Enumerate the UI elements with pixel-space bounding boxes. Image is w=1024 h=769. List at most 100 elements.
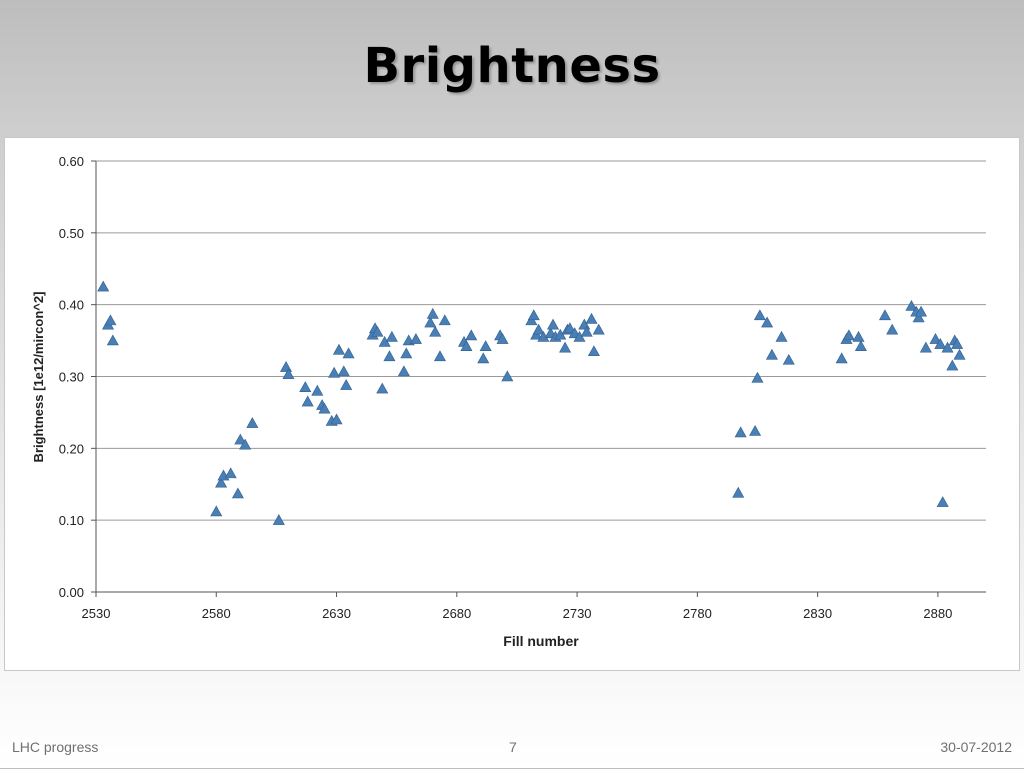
data-point xyxy=(385,330,398,342)
data-point xyxy=(580,325,593,337)
data-point xyxy=(936,496,949,507)
data-point xyxy=(532,323,545,335)
data-point xyxy=(852,330,865,342)
y-axis-label: Brightness [1e12/mircon^2] xyxy=(31,292,46,463)
data-point xyxy=(371,325,384,337)
data-point xyxy=(587,345,600,357)
data-point xyxy=(433,350,446,362)
data-point xyxy=(224,467,237,479)
data-point xyxy=(272,514,285,525)
x-tick-label: 2730 xyxy=(563,606,592,621)
data-point xyxy=(946,359,959,371)
footer-page-number: 7 xyxy=(509,739,517,755)
footer-presentation-title: LHC progress xyxy=(12,739,99,755)
footer-date: 30-07-2012 xyxy=(940,739,1012,755)
tick-labels: 0.00 0.10 0.20 0.30 0.40 0.50 0.60 2530 2580 2630… xyxy=(59,154,953,621)
data-point xyxy=(585,312,598,324)
slide-title: Brightness xyxy=(363,38,661,94)
data-point xyxy=(878,309,891,321)
data-point xyxy=(547,318,560,330)
data-point xyxy=(328,366,341,378)
data-point xyxy=(734,426,747,438)
data-point xyxy=(912,311,925,323)
y-tick-label: 0.50 xyxy=(59,226,84,241)
data-point xyxy=(842,329,855,341)
data-point xyxy=(246,417,259,428)
data-point xyxy=(397,365,410,377)
data-point xyxy=(438,314,451,326)
data-point xyxy=(761,316,774,328)
data-point xyxy=(409,333,422,344)
chart-area: 0.00 0.10 0.20 0.30 0.40 0.50 0.60 2530 2580 2630… xyxy=(4,137,1020,671)
data-point xyxy=(751,371,764,383)
axes xyxy=(91,160,986,597)
data-point xyxy=(239,438,252,450)
x-tick-label: 2580 xyxy=(202,606,231,621)
data-point xyxy=(765,348,778,360)
data-point xyxy=(501,370,514,382)
data-point xyxy=(465,329,478,341)
y-tick-label: 0.00 xyxy=(59,585,84,600)
data-point xyxy=(426,307,439,319)
data-point xyxy=(782,353,795,365)
data-point xyxy=(886,323,899,335)
data-point xyxy=(919,341,932,353)
data-point xyxy=(953,348,966,360)
data-point xyxy=(210,505,223,517)
data-point xyxy=(479,340,492,352)
y-tick-label: 0.30 xyxy=(59,370,84,385)
data-point xyxy=(835,352,848,364)
data-point xyxy=(106,334,119,346)
data-point xyxy=(301,395,314,407)
data-point xyxy=(749,424,762,436)
data-point xyxy=(311,384,324,396)
y-tick-label: 0.20 xyxy=(59,441,84,456)
data-point xyxy=(775,330,788,342)
y-tick-label: 0.40 xyxy=(59,298,84,313)
data-point xyxy=(559,341,572,353)
data-point xyxy=(929,333,942,344)
x-tick-label: 2880 xyxy=(923,606,952,621)
data-point xyxy=(854,340,867,352)
data-points xyxy=(97,280,966,525)
data-point xyxy=(527,309,540,321)
data-point xyxy=(951,338,964,349)
data-point xyxy=(383,350,396,362)
data-point xyxy=(282,368,295,380)
data-point xyxy=(340,379,353,390)
data-point xyxy=(299,381,312,392)
data-point xyxy=(234,433,247,445)
data-point xyxy=(376,382,389,394)
data-point xyxy=(905,299,918,311)
data-point xyxy=(477,352,490,364)
data-point xyxy=(104,314,117,326)
data-point xyxy=(215,476,228,488)
data-point xyxy=(332,343,345,355)
data-point xyxy=(318,402,331,414)
data-point xyxy=(337,365,350,377)
data-point xyxy=(563,322,576,334)
x-tick-label: 2630 xyxy=(322,606,351,621)
data-point xyxy=(231,487,244,499)
data-point xyxy=(424,316,437,328)
x-tick-label: 2680 xyxy=(442,606,471,621)
data-point xyxy=(330,413,343,425)
data-point xyxy=(400,347,413,359)
data-point xyxy=(460,340,473,352)
y-tick-label: 0.10 xyxy=(59,513,84,528)
x-axis-label: Fill number xyxy=(503,633,579,649)
data-point xyxy=(592,323,605,335)
data-point xyxy=(732,486,745,498)
x-tick-label: 2780 xyxy=(683,606,712,621)
data-point xyxy=(941,341,954,353)
data-point xyxy=(97,280,110,292)
data-point xyxy=(753,309,766,321)
data-point xyxy=(342,347,355,359)
data-point xyxy=(496,333,509,344)
y-tick-label: 0.60 xyxy=(59,154,84,169)
data-point xyxy=(429,325,442,337)
x-tick-label: 2830 xyxy=(803,606,832,621)
data-point xyxy=(280,361,293,372)
data-point xyxy=(915,305,928,317)
